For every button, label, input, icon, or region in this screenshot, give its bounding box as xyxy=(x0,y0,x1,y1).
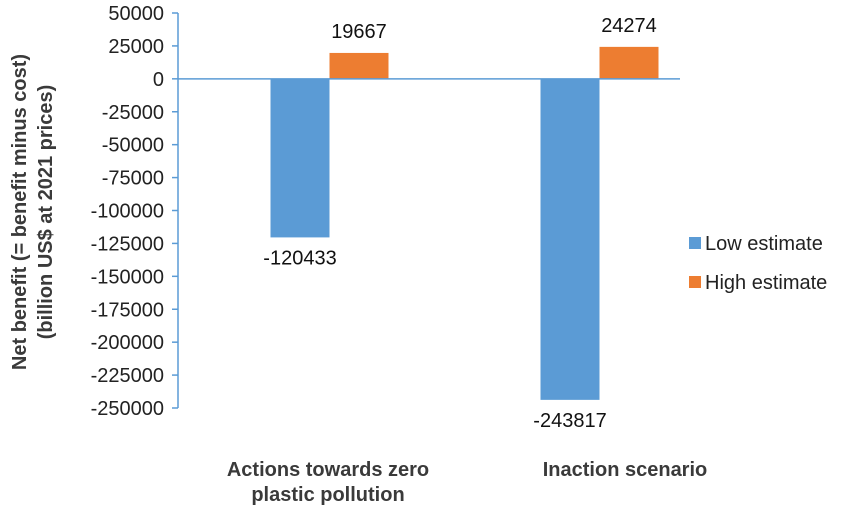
y-axis-ticks: 50000 25000 0 -25000 -50000 -75000 -100000 -125… xyxy=(91,3,178,420)
y-tick-label: 0 xyxy=(153,69,164,91)
data-label: -120433 xyxy=(263,247,336,269)
data-labels: -120433 -243817 19667 24274 xyxy=(263,15,657,432)
legend-swatch xyxy=(689,276,701,288)
bar-high-estimate xyxy=(329,52,389,79)
y-tick-label: -100000 xyxy=(91,201,164,223)
bar-low-estimate xyxy=(540,78,600,400)
bar-low-estimate xyxy=(270,78,330,238)
data-label: 19667 xyxy=(331,21,387,43)
y-axis-label-line-1: Net benefit (= benefit minus cost) xyxy=(9,54,31,370)
y-axis-label-line-2: (billion US$ at 2021 prices) xyxy=(35,85,57,340)
category-label: Actions towards zero xyxy=(227,459,429,481)
y-tick-label: -25000 xyxy=(102,102,164,124)
y-tick-label: -75000 xyxy=(102,168,164,190)
data-label: 24274 xyxy=(601,15,657,37)
y-axis-label: Net benefit (= benefit minus cost) (bill… xyxy=(9,54,57,370)
y-tick-label: -125000 xyxy=(91,233,164,255)
legend-label: High estimate xyxy=(705,272,827,294)
data-label: -243817 xyxy=(533,410,606,432)
bar-high-estimate xyxy=(599,46,659,79)
y-tick-label: 25000 xyxy=(108,36,164,58)
category-label: plastic pollution xyxy=(251,484,404,506)
y-tick-label: -250000 xyxy=(91,398,164,420)
axes xyxy=(177,13,680,408)
y-tick-label: -150000 xyxy=(91,266,164,288)
y-tick-label: 50000 xyxy=(108,3,164,25)
legend: Low estimate High estimate xyxy=(689,233,827,294)
x-axis-categories: Actions towards zero plastic pollution Ina… xyxy=(227,459,707,506)
bars xyxy=(270,46,659,400)
legend-label: Low estimate xyxy=(705,233,823,255)
y-tick-label: -50000 xyxy=(102,135,164,157)
y-tick-label: -175000 xyxy=(91,299,164,321)
category-label: Inaction scenario xyxy=(543,459,708,481)
y-tick-label: -200000 xyxy=(91,332,164,354)
y-tick-label: -225000 xyxy=(91,365,164,387)
legend-swatch xyxy=(689,237,701,249)
